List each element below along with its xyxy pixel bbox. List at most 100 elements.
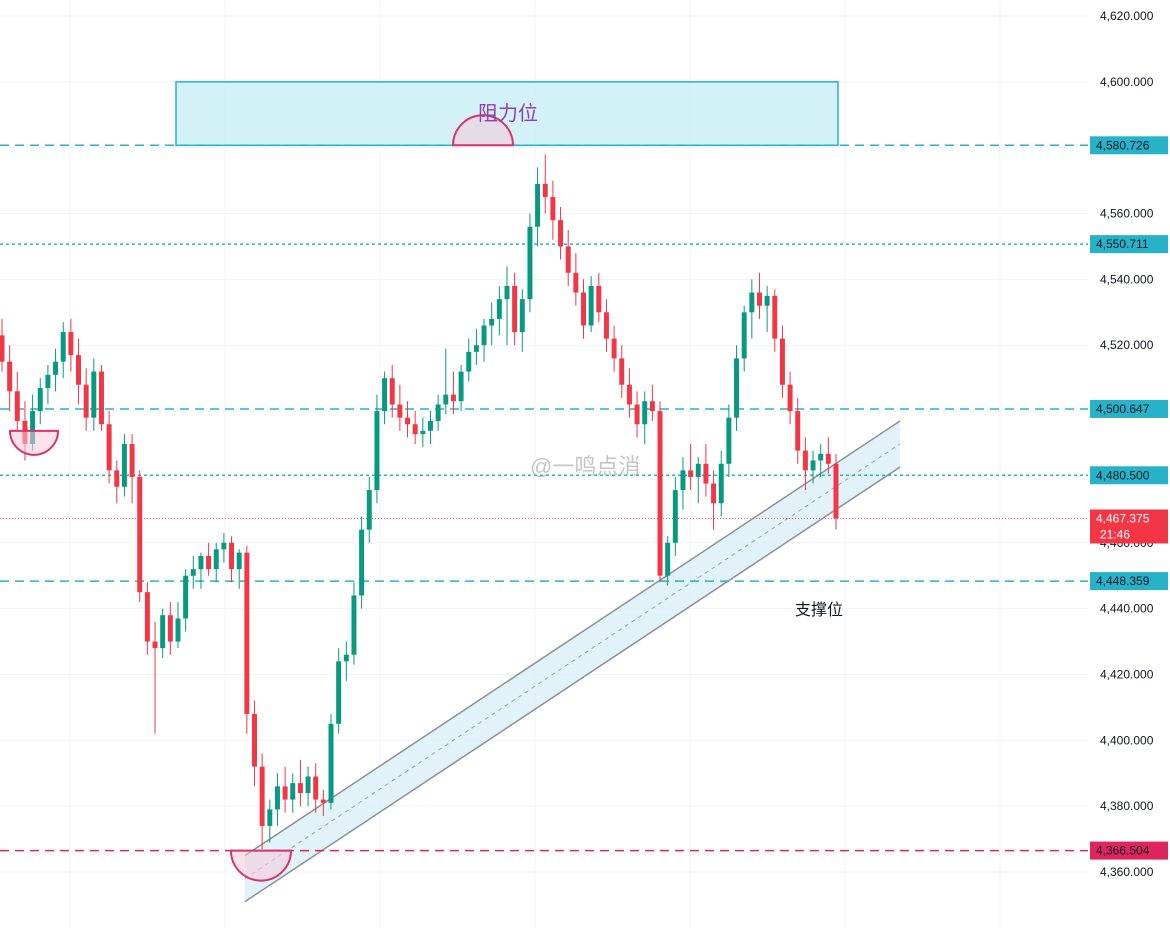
support-channel-lower-line xyxy=(244,466,901,903)
candle-body xyxy=(144,592,150,642)
price-level-tag-label: 4,580.726 xyxy=(1096,138,1150,152)
candle-body xyxy=(382,378,388,412)
price-levels xyxy=(0,144,1088,852)
candle-body xyxy=(397,404,403,418)
candle-body xyxy=(519,299,525,333)
resistance-highlight-arc xyxy=(451,114,515,147)
price-level-tag xyxy=(1090,136,1168,155)
candle-body xyxy=(420,430,426,435)
candle-body xyxy=(565,246,571,273)
countdown-label: 21:46 xyxy=(1100,527,1130,541)
support-channel-mid-line xyxy=(244,443,901,880)
price-level-tag xyxy=(1090,572,1168,591)
candle-body xyxy=(443,394,449,405)
candle-body xyxy=(657,411,663,576)
candle-body xyxy=(190,569,196,576)
candle-body xyxy=(213,549,219,570)
y-tick-label: 4,360.000 xyxy=(1100,865,1154,879)
current-price-tag xyxy=(1090,509,1168,544)
candle-body xyxy=(374,411,380,491)
candle-body xyxy=(734,358,740,418)
candle-body xyxy=(412,424,418,435)
candle-body xyxy=(535,183,541,227)
candle-body xyxy=(91,371,97,418)
candle-body xyxy=(642,401,648,425)
candle-body xyxy=(496,299,502,319)
candle-body xyxy=(313,776,319,800)
candle-body xyxy=(764,295,770,306)
price-axis: 4,620.0004,600.0004,580.0004,560.0004,54… xyxy=(1090,9,1168,879)
candle-body xyxy=(665,542,671,576)
price-level-tag-label: 4,366.504 xyxy=(1096,844,1150,858)
candle-body xyxy=(259,766,265,826)
price-level-tag-label: 4,480.500 xyxy=(1096,468,1150,482)
candle-body xyxy=(290,783,296,800)
candle-body xyxy=(787,384,793,412)
watermark-text: @一鸣点消 xyxy=(530,454,640,479)
support-channel-upper-line xyxy=(244,420,901,857)
candle-body xyxy=(45,374,51,389)
candle-body xyxy=(672,490,678,543)
candle-body xyxy=(121,444,127,487)
candle-body xyxy=(83,384,89,418)
price-level-tag xyxy=(1090,235,1168,254)
price-level-tag xyxy=(1090,399,1168,418)
candle-body xyxy=(137,476,143,593)
candle-body xyxy=(343,654,349,662)
candle-body xyxy=(504,285,510,300)
support-highlight-arc xyxy=(229,849,293,882)
candle-body xyxy=(236,552,242,570)
candle-body xyxy=(680,470,686,491)
candle-body xyxy=(703,463,709,484)
candle-body xyxy=(741,312,747,359)
candle-body xyxy=(481,325,487,346)
candle-body xyxy=(282,786,288,800)
candle-body xyxy=(749,292,755,313)
candle-body xyxy=(588,285,594,326)
candle-body xyxy=(320,799,326,803)
y-tick-label: 4,600.000 xyxy=(1100,75,1154,89)
candle-body xyxy=(450,394,456,402)
candle-body xyxy=(160,615,166,649)
candle-body xyxy=(198,555,204,570)
candle-body xyxy=(558,220,564,247)
candle-body xyxy=(30,411,36,444)
candle-body xyxy=(427,420,433,431)
candle-body xyxy=(60,332,66,362)
candle-body xyxy=(14,391,20,421)
candle-body xyxy=(297,783,303,793)
candle-body xyxy=(0,335,5,362)
current-price-label: 4,467.375 xyxy=(1096,511,1150,525)
price-level-tag xyxy=(1090,841,1168,860)
candle-body xyxy=(435,404,441,421)
candle-body xyxy=(183,575,189,619)
candle-body xyxy=(68,332,74,356)
candle-body xyxy=(695,463,701,477)
candle-body xyxy=(550,197,556,221)
candle-body xyxy=(810,460,816,471)
candle-body xyxy=(779,338,785,385)
support-label: 支撑位 xyxy=(795,601,843,619)
candle-body xyxy=(114,470,120,487)
y-tick-label: 4,540.000 xyxy=(1100,272,1154,286)
candle-body xyxy=(76,355,82,385)
early-low-highlight-arc xyxy=(8,429,60,456)
candle-body xyxy=(802,450,808,471)
candle-body xyxy=(53,361,59,375)
candle-body xyxy=(596,285,602,313)
candle-body xyxy=(512,285,518,333)
candle-body xyxy=(825,453,831,464)
candle-body xyxy=(833,463,839,519)
candle-body xyxy=(466,351,472,372)
candle-body xyxy=(619,358,625,385)
candle-body xyxy=(252,713,257,767)
candle-body xyxy=(611,338,617,359)
price-level-tag xyxy=(1090,466,1168,485)
candle-body xyxy=(688,470,694,477)
candle-body xyxy=(489,318,495,326)
candle-body xyxy=(152,641,158,649)
candle-body xyxy=(726,417,732,464)
candle-body xyxy=(221,542,227,550)
candle-body xyxy=(175,618,181,642)
candle-body xyxy=(129,444,135,477)
